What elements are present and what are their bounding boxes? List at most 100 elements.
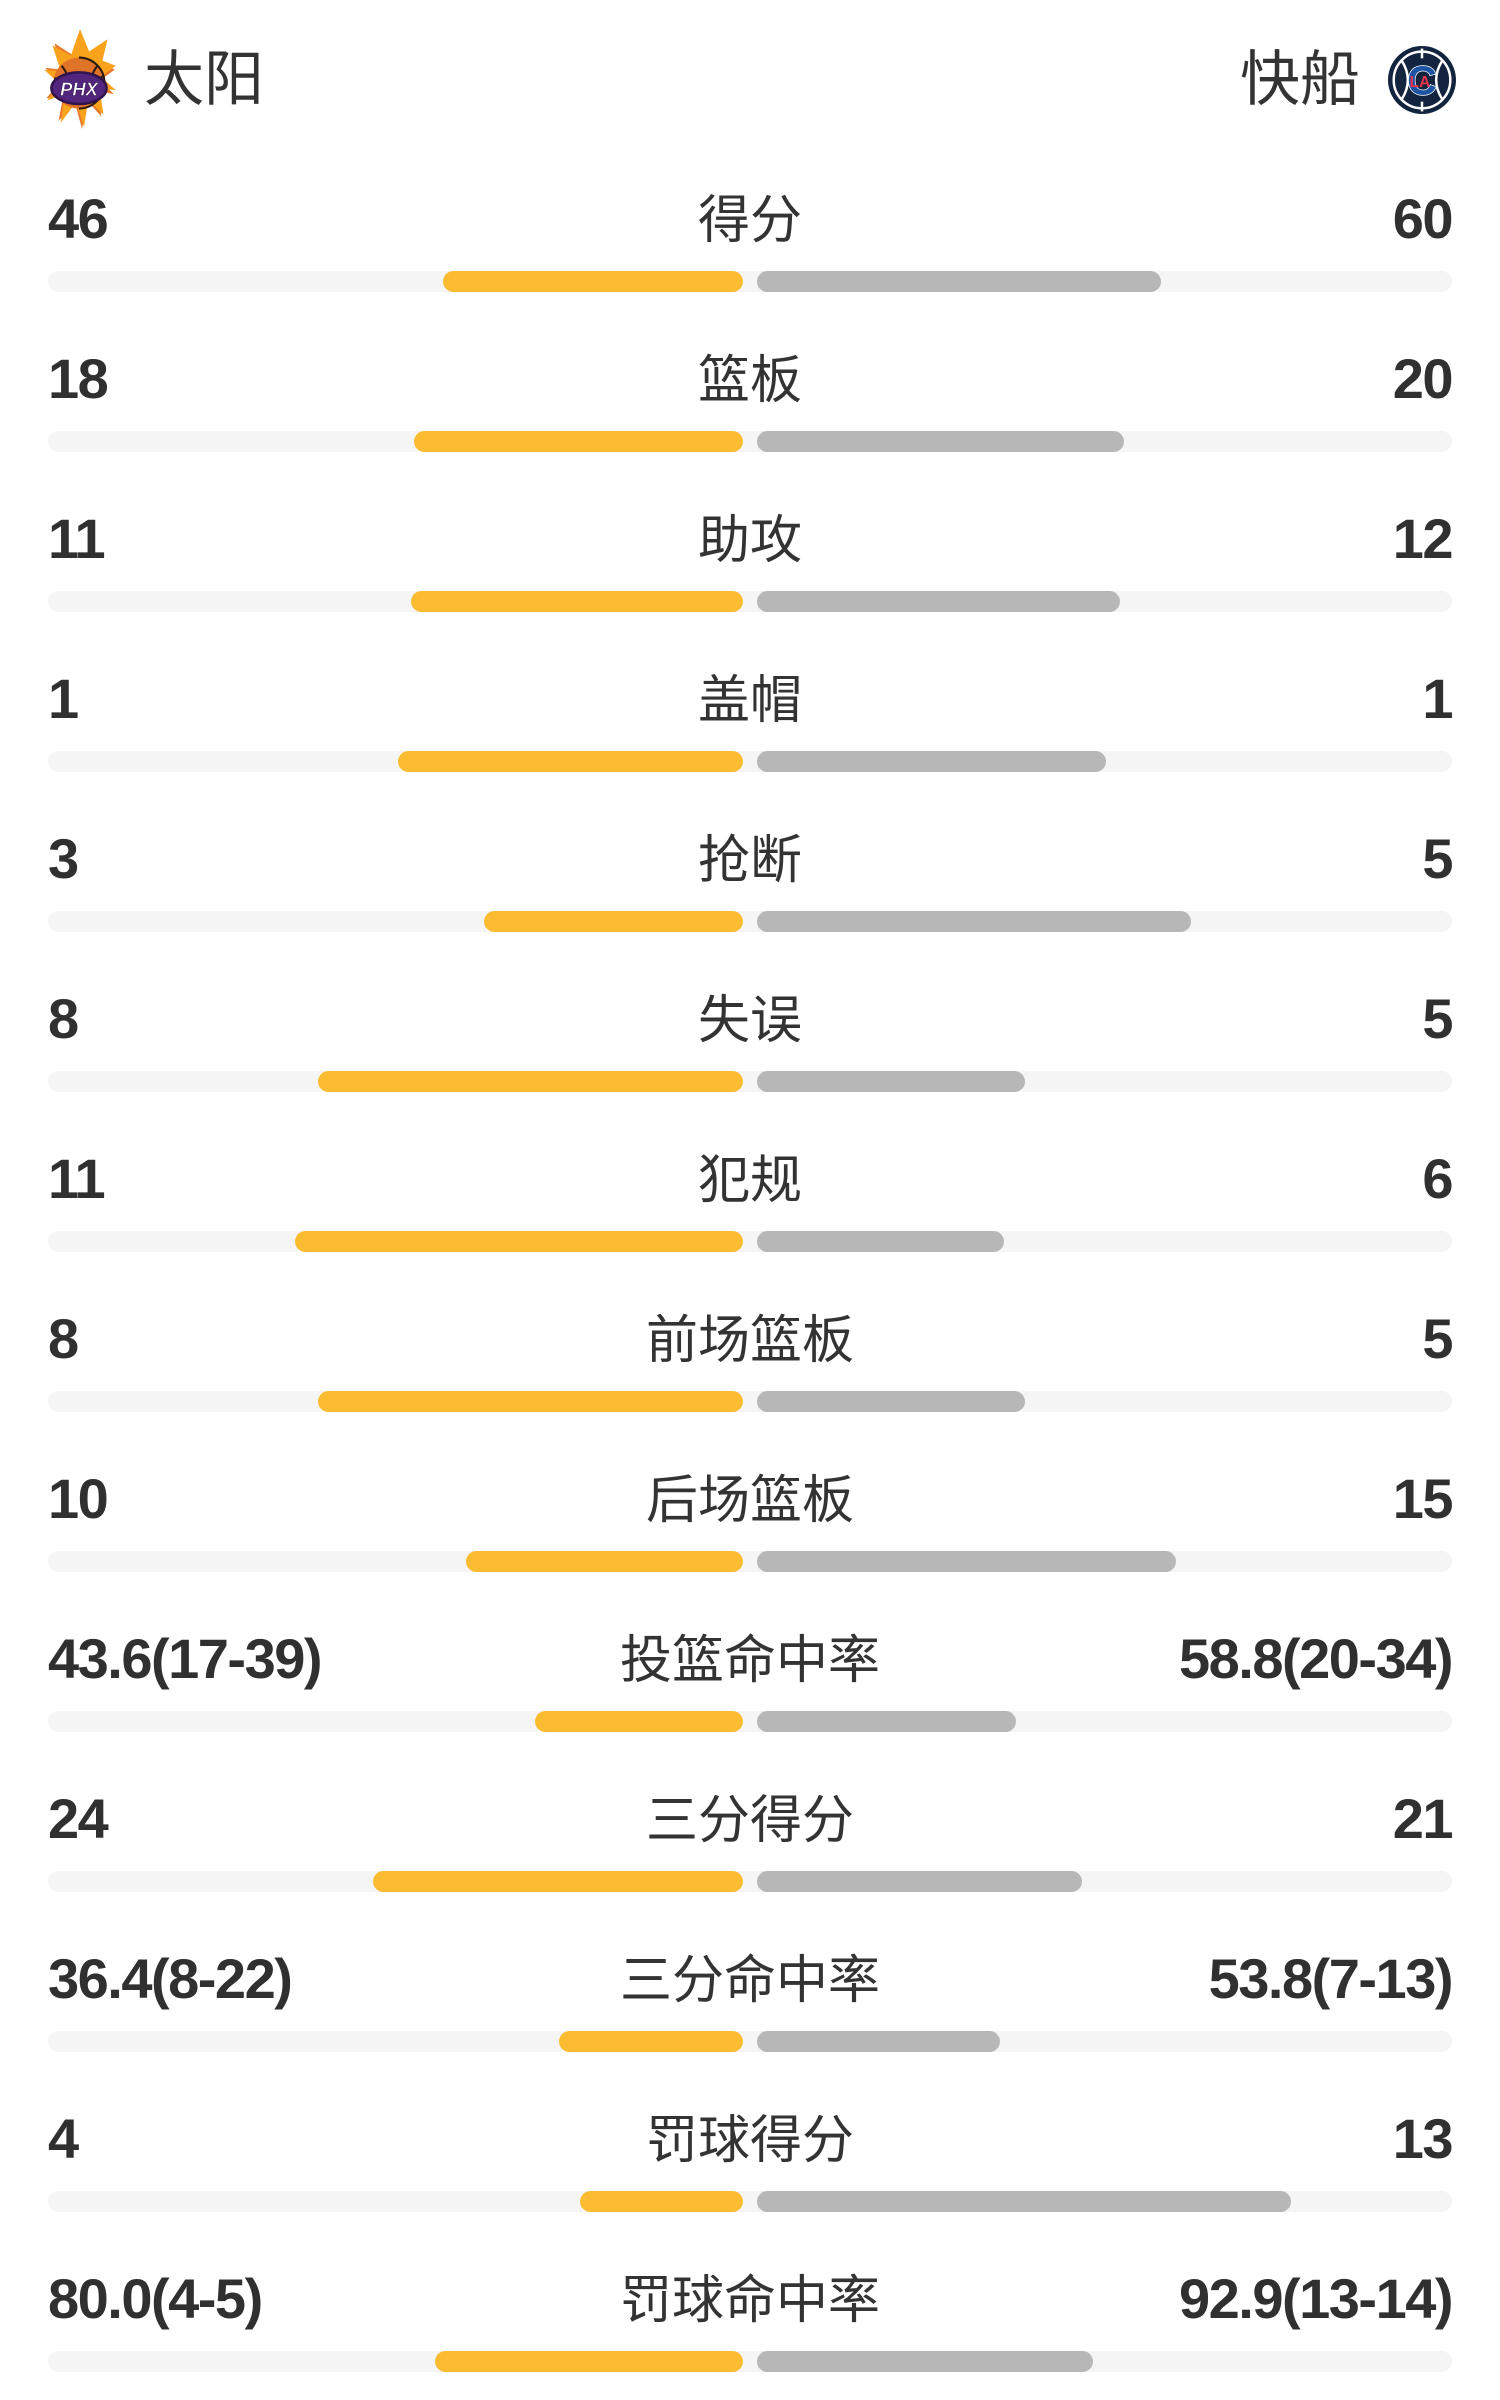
stat-row: 80.0(4-5) 罚球命中率 92.9(13-14) (48, 2240, 1454, 2400)
home-bar-area (48, 1071, 743, 1092)
home-bar (443, 271, 743, 292)
away-bar (757, 2191, 1291, 2212)
home-bar-area (48, 2031, 743, 2052)
away-value: 20 (1392, 347, 1454, 410)
home-value: 10 (48, 1467, 109, 1530)
away-bar (757, 1391, 1026, 1412)
away-bar-area (757, 1071, 1452, 1092)
bar-track (48, 911, 1452, 932)
home-bar-area (48, 1711, 743, 1732)
home-bar-area (48, 591, 743, 612)
bar-track (48, 2351, 1452, 2372)
away-bar (757, 271, 1162, 292)
home-team: PHX 太阳 (44, 29, 264, 131)
away-bar-area (757, 2191, 1452, 2212)
stat-label: 三分命中率 (619, 1952, 880, 2010)
team-header: PHX 太阳 快船 C LA (0, 0, 1500, 160)
bar-track (48, 2191, 1452, 2212)
stat-row-text: 24 三分得分 21 (48, 1787, 1454, 1854)
away-value: 15 (1392, 1467, 1454, 1530)
home-bar (317, 1391, 743, 1412)
stat-row-text: 80.0(4-5) 罚球命中率 92.9(13-14) (48, 2268, 1454, 2334)
away-bar (757, 1711, 1017, 1732)
stat-label: 罚球得分 (645, 2112, 854, 2170)
away-bar (757, 751, 1106, 772)
stat-row: 11 犯规 6 (48, 1120, 1454, 1280)
bar-track (48, 1551, 1452, 1572)
home-value: 43.6(17-39) (48, 1627, 323, 1690)
bar-track (48, 591, 1452, 612)
stat-label: 投篮命中率 (619, 1632, 880, 1690)
stat-label: 后场篮板 (645, 1472, 854, 1530)
bar-track (48, 1871, 1452, 1892)
stat-row-text: 8 失误 5 (48, 987, 1454, 1054)
home-bar-area (48, 1231, 743, 1252)
stat-row: 10 后场篮板 15 (48, 1440, 1454, 1600)
away-bar (757, 1551, 1177, 1572)
bar-track (48, 1391, 1452, 1412)
home-bar (317, 1071, 743, 1092)
home-bar-area (48, 1391, 743, 1412)
away-value: 5 (1422, 987, 1453, 1050)
away-bar-area (757, 1871, 1452, 1892)
stat-label: 抢断 (697, 832, 802, 890)
home-value: 18 (48, 347, 109, 410)
stat-row: 8 失误 5 (48, 960, 1454, 1120)
away-bar (757, 1871, 1082, 1892)
away-bar (757, 591, 1121, 612)
away-bar-area (757, 2031, 1452, 2052)
stat-row: 1 盖帽 1 (48, 640, 1454, 800)
home-bar-area (48, 2351, 743, 2372)
clippers-logo-letter-c: C (1407, 57, 1437, 103)
home-value: 36.4(8-22) (48, 1947, 293, 2010)
away-value: 58.8(20-34) (1178, 1627, 1454, 1690)
away-bar-area (757, 911, 1452, 932)
bar-track (48, 1071, 1452, 1092)
stat-row-text: 43.6(17-39) 投篮命中率 58.8(20-34) (48, 1627, 1454, 1694)
stat-row-text: 4 罚球得分 13 (48, 2108, 1454, 2174)
stat-label: 前场篮板 (645, 1312, 854, 1370)
away-bar-area (757, 2351, 1452, 2372)
home-bar (372, 1871, 743, 1892)
stat-row-text: 36.4(8-22) 三分命中率 53.8(7-13) (48, 1947, 1454, 2014)
stat-label: 盖帽 (697, 672, 802, 730)
home-value: 8 (48, 987, 79, 1050)
home-bar (410, 591, 743, 612)
home-bar-area (48, 751, 743, 772)
home-bar-area (48, 911, 743, 932)
away-bar (757, 2031, 1001, 2052)
away-bar-area (757, 591, 1452, 612)
away-bar-area (757, 1231, 1452, 1252)
stat-row-text: 11 犯规 6 (48, 1148, 1454, 1214)
home-bar (483, 911, 743, 932)
stat-label: 失误 (697, 992, 802, 1050)
stat-label: 篮板 (697, 352, 802, 410)
away-bar-area (757, 1711, 1452, 1732)
stat-label: 得分 (697, 192, 802, 250)
away-value: 21 (1392, 1787, 1454, 1850)
stat-row-text: 1 盖帽 1 (48, 668, 1454, 734)
stat-row: 46 得分 60 (48, 160, 1454, 320)
home-bar-area (48, 2191, 743, 2212)
stat-row: 43.6(17-39) 投篮命中率 58.8(20-34) (48, 1600, 1454, 1760)
home-team-name: 太阳 (144, 46, 264, 113)
stat-row: 24 三分得分 21 (48, 1760, 1454, 1920)
stat-row-text: 3 抢断 5 (48, 828, 1454, 894)
suns-logo-text: PHX (60, 78, 100, 99)
bar-track (48, 431, 1452, 452)
bar-track (48, 2031, 1452, 2052)
stat-label: 三分得分 (645, 1792, 854, 1850)
home-bar (465, 1551, 743, 1572)
stat-row: 8 前场篮板 5 (48, 1280, 1454, 1440)
suns-logo-icon: PHX (44, 29, 116, 129)
stat-row: 3 抢断 5 (48, 800, 1454, 960)
stat-row-text: 8 前场篮板 5 (48, 1308, 1454, 1374)
away-bar (757, 431, 1124, 452)
bar-track (48, 271, 1452, 292)
stat-row-text: 11 助攻 12 (48, 508, 1454, 574)
stat-row-text: 18 篮板 20 (48, 347, 1454, 414)
stat-row-text: 10 后场篮板 15 (48, 1467, 1454, 1534)
stat-label: 罚球命中率 (619, 2272, 880, 2330)
home-bar (580, 2191, 743, 2212)
home-value: 46 (48, 187, 109, 250)
